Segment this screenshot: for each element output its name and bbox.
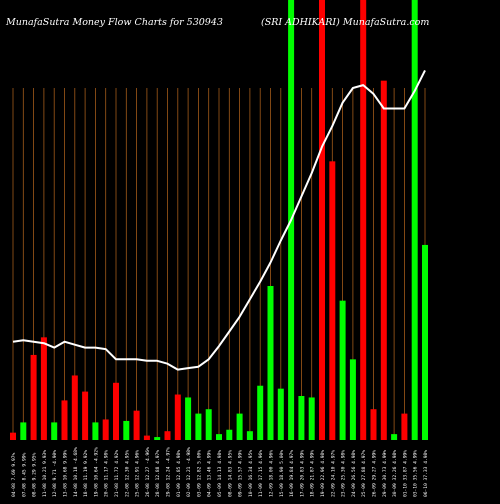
x-tick-label: 22-09 24.10 4.97% xyxy=(330,450,336,497)
money-flow-bar xyxy=(30,354,37,440)
money-flow-bar xyxy=(277,388,284,440)
x-tick-label: 04-09 13.46 4.99% xyxy=(207,450,213,497)
x-tick-label: 30-09 32.26 4.98% xyxy=(392,450,398,497)
x-tick-label: 07-08 8.45 9.99% xyxy=(21,453,27,497)
x-tick-label: 13-08 10.68 9.99% xyxy=(63,450,69,497)
money-flow-bar xyxy=(257,385,264,440)
money-flow-bar xyxy=(298,396,305,440)
x-tick-label: 15-09 18.90 5.00% xyxy=(279,450,285,497)
money-flow-bar xyxy=(102,419,109,440)
money-flow-bar xyxy=(411,0,418,440)
x-tick-label: 06-10 37.33 4.98% xyxy=(423,450,429,497)
money-flow-bar xyxy=(391,434,398,440)
money-flow-bar xyxy=(143,435,150,440)
x-tick-label: 25-09 27.88 4.97% xyxy=(361,450,367,497)
x-tick-label: 20-08 11.17 4.98% xyxy=(104,450,110,497)
money-flow-bar xyxy=(51,422,58,440)
x-tick-label: 26-09 29.27 4.99% xyxy=(372,450,378,497)
grid-layer xyxy=(12,88,426,440)
x-tick-label: 04-08 7.69 9.97% xyxy=(11,453,17,497)
x-tick-label: 19-08 10.64 -4.92% xyxy=(93,447,99,497)
x-tick-label: 01-10 33.87 4.99% xyxy=(402,450,408,497)
money-flow-bar xyxy=(164,431,171,440)
money-flow-bar xyxy=(267,286,274,440)
x-tick-labels: 04-08 7.69 9.97% 07-08 8.45 9.99% 08-08 9.… xyxy=(11,447,429,497)
money-flow-bar xyxy=(174,394,181,440)
trend-line xyxy=(12,69,426,371)
money-flow-bar xyxy=(123,420,130,440)
money-flow-bar xyxy=(236,413,243,440)
x-tick-label: 03-09 12.82 5.00% xyxy=(196,450,202,497)
money-flow-bar xyxy=(401,413,408,440)
money-flow-bar xyxy=(82,391,89,440)
x-tick-label: 22-08 12.30 4.95% xyxy=(124,450,130,497)
x-tick-label: 19-09 22.96 4.98% xyxy=(320,450,326,497)
money-flow-bar xyxy=(339,300,346,440)
x-tick-label: 24-09 26.56 4.98% xyxy=(351,450,357,497)
x-tick-label: 18-09 21.87 4.99% xyxy=(310,450,316,497)
money-flow-bar xyxy=(40,337,47,440)
x-tick-label: 14-08 10.18 -4.68% xyxy=(73,447,79,497)
money-flow-bar xyxy=(205,409,212,440)
money-flow-bar xyxy=(92,422,99,440)
money-flow-bar xyxy=(308,397,315,440)
x-tick-label: 09-09 15.57 4.99% xyxy=(238,450,244,497)
x-tick-label: 01-09 12.85 4.98% xyxy=(176,450,182,497)
bar-layer xyxy=(10,0,428,441)
x-tick-label: 02-09 12.21 -4.98% xyxy=(186,447,192,497)
money-flow-bar xyxy=(329,161,336,441)
x-tick-label: 12-09 18.00 4.96% xyxy=(269,450,275,497)
money-flow-bar xyxy=(113,382,119,440)
money-flow-bar xyxy=(319,0,325,440)
x-tick-label: 08-08 9.29 9.95% xyxy=(32,453,38,497)
money-flow-bar xyxy=(71,375,78,440)
money-flow-bar xyxy=(195,413,202,440)
money-flow-bar xyxy=(360,0,367,440)
money-flow-bar xyxy=(20,422,27,440)
money-flow-bar xyxy=(226,429,233,440)
money-flow-bar xyxy=(61,400,68,440)
x-tick-label: 03-10 35.56 4.99% xyxy=(413,450,419,497)
money-flow-bar xyxy=(349,359,356,440)
x-tick-label: 28-08 12.88 4.97% xyxy=(155,450,161,497)
money-flow-bar xyxy=(422,244,428,440)
money-flow-bar xyxy=(370,409,377,440)
money-flow-bar xyxy=(10,432,16,440)
x-tick-label: 10-09 16.34 4.95% xyxy=(248,450,254,497)
x-tick-label: 21-08 11.72 4.92% xyxy=(114,450,120,497)
x-tick-label: 26-08 12.27 -4.96% xyxy=(145,447,151,497)
money-flow-bar xyxy=(380,80,387,441)
x-tick-label: 16-09 19.84 4.97% xyxy=(289,450,295,497)
chart-title: MunafaSutra Money Flow Charts for 530943 xyxy=(6,17,223,28)
x-tick-label: 11-08 10.21 9.93% xyxy=(42,450,48,497)
x-tick-label: 23-09 25.30 4.98% xyxy=(341,450,347,497)
money-flow-bar xyxy=(246,431,253,440)
x-tick-label: 25-08 12.91 4.96% xyxy=(135,450,141,497)
x-tick-label: 29-09 30.73 4.99% xyxy=(382,450,388,497)
x-tick-label: 11-09 17.15 4.96% xyxy=(258,450,264,497)
chart-subtitle: (SRI ADHIKARI) MunafaSutra.com xyxy=(261,17,430,28)
money-flow-bar xyxy=(133,410,140,440)
x-tick-label: 18-08 11.19 9.92% xyxy=(83,450,89,497)
x-tick-label: 12-08 9.71 -4.90% xyxy=(52,450,58,497)
x-tick-label: 17-09 20.83 4.99% xyxy=(299,450,305,497)
x-tick-label: 29-08 12.24 -4.97% xyxy=(166,447,172,497)
money-flow-bar xyxy=(216,434,222,440)
x-tick-label: 08-09 14.83 4.95% xyxy=(227,450,233,497)
money-flow-bar xyxy=(154,437,161,440)
money-flow-bar xyxy=(185,397,192,440)
x-tick-label: 05-09 14.13 4.98% xyxy=(217,450,223,497)
line-layer xyxy=(12,69,426,371)
